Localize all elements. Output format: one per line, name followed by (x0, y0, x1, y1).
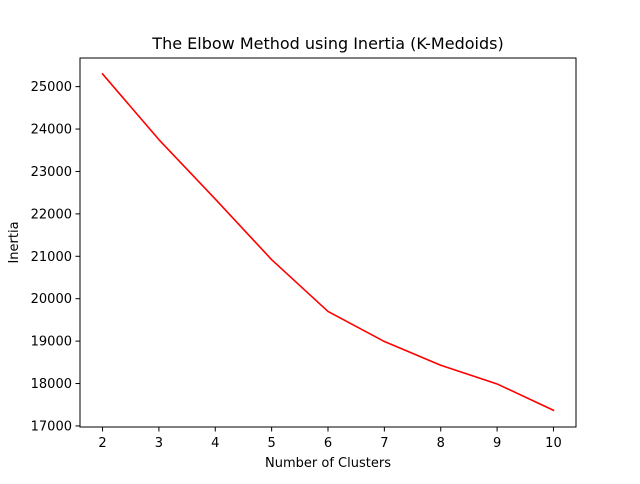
y-tick-label: 24000 (31, 123, 72, 138)
x-tick-label: 9 (493, 436, 501, 451)
y-axis-ticks: 17000 18000 19000 20000 21000 22000 23000 24000… (31, 80, 80, 434)
x-axis-ticks: 2 3 4 5 6 7 8 9 10 (98, 427, 562, 451)
x-axis-label: Number of Clusters (265, 456, 391, 471)
x-tick-label: 2 (98, 436, 106, 451)
y-tick-label: 23000 (31, 165, 72, 180)
y-tick-label: 21000 (31, 250, 72, 265)
plot-area-frame (79, 57, 577, 428)
y-tick-label: 18000 (31, 377, 72, 392)
x-tick-label: 10 (545, 436, 562, 451)
x-tick-label: 5 (267, 436, 275, 451)
y-tick-label: 25000 (31, 80, 72, 95)
series-line-inertia (101, 72, 555, 412)
y-tick-label: 19000 (31, 335, 72, 350)
y-tick-label: 22000 (31, 207, 72, 222)
x-tick-label: 8 (437, 436, 445, 451)
y-axis-label: Inertia (7, 221, 22, 263)
y-tick-label: 17000 (31, 419, 72, 434)
x-tick-label: 4 (211, 436, 219, 451)
chart-title: The Elbow Method using Inertia (K-Medoid… (151, 34, 503, 53)
x-tick-label: 7 (380, 436, 388, 451)
y-tick-label: 20000 (31, 292, 72, 307)
x-tick-label: 6 (324, 436, 332, 451)
x-tick-label: 3 (155, 436, 163, 451)
